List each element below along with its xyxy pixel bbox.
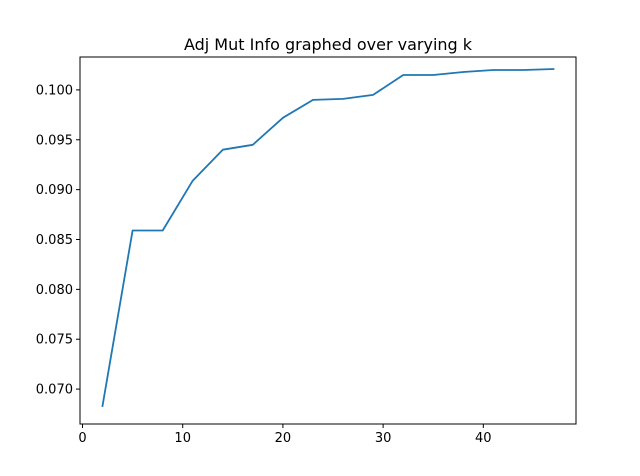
- x-axis-ticks: 0 10 20 30 40: [78, 424, 491, 446]
- x-tick-label: 20: [275, 431, 292, 446]
- series-line: [103, 69, 554, 406]
- x-tick-label: 30: [375, 431, 392, 446]
- x-tick-label: 10: [174, 431, 191, 446]
- series-layer: [102, 69, 553, 406]
- x-tick-label: 0: [78, 431, 86, 446]
- chart-title: Adj Mut Info graphed over varying k: [184, 35, 473, 54]
- y-tick-label: 0.100: [36, 83, 73, 98]
- x-tick-label: 40: [475, 431, 492, 446]
- y-tick-label: 0.080: [36, 283, 73, 298]
- y-tick-label: 0.070: [36, 383, 73, 398]
- y-axis-ticks: 0.070 0.075 0.080 0.085 0.090 0.095 0.100: [36, 83, 80, 397]
- y-tick-label: 0.075: [36, 333, 73, 348]
- y-tick-label: 0.095: [36, 133, 73, 148]
- y-tick-label: 0.085: [36, 233, 73, 248]
- plot-frame: [80, 57, 576, 424]
- y-tick-label: 0.090: [36, 183, 73, 198]
